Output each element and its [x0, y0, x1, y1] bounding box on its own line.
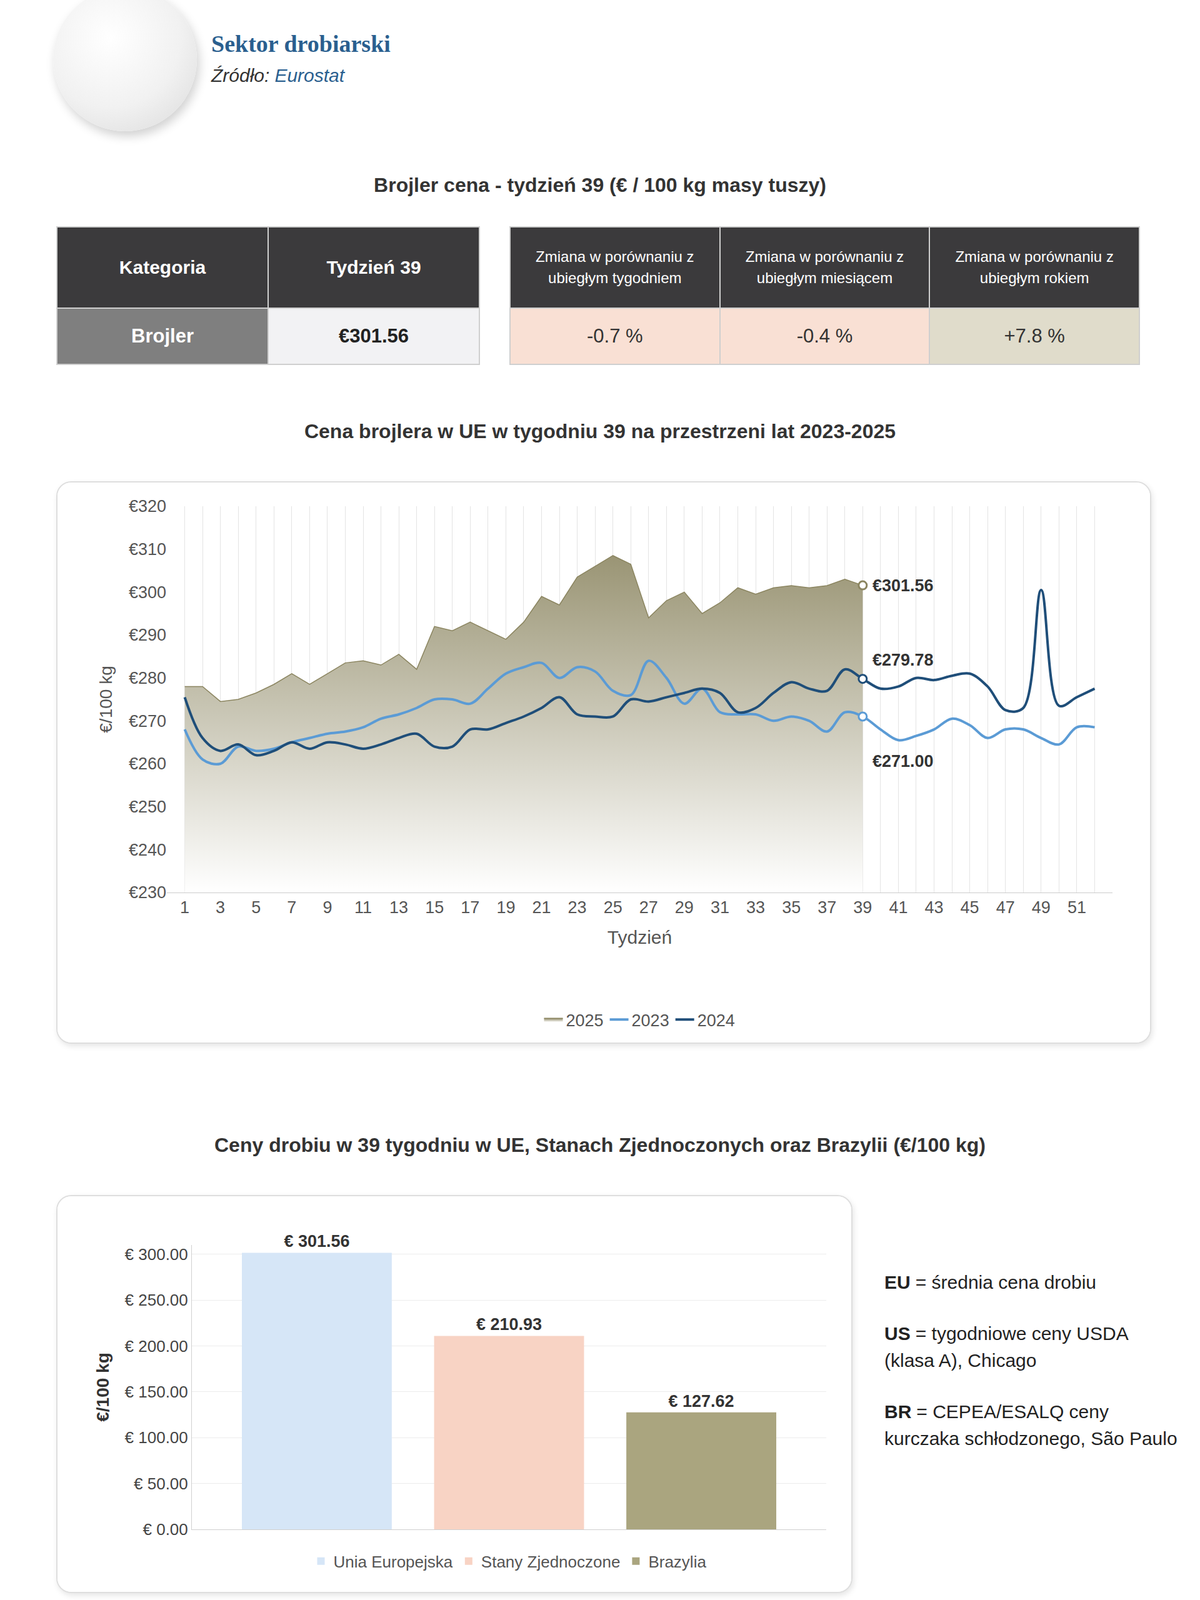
- html-text:-0.4 %: -0.4 %: [796, 325, 853, 347]
- svg-text:€260: €260: [128, 754, 167, 774]
- html-text:+7.8 %: +7.8 %: [1004, 325, 1065, 347]
- svg-text:25: 25: [603, 898, 623, 917]
- svg-text:€ 301.56: € 301.56: [283, 1231, 350, 1251]
- svg-text:39: 39: [853, 898, 872, 917]
- svg-text:€ 300.00: € 300.00: [125, 1245, 189, 1264]
- svg-text:51: 51: [1067, 898, 1087, 917]
- svg-text:€271.00: €271.00: [872, 751, 934, 771]
- html-text:Zmiana w porównaniu z ubiegłym: Zmiana w porównaniu z ubiegłym rokiem: [955, 248, 1114, 287]
- svg-text:5: 5: [251, 898, 261, 917]
- html-text:Ceny drobiu w 39 tygodniu w UE: Ceny drobiu w 39 tygodniu w UE, Stanach …: [214, 1133, 986, 1157]
- svg-text:19: 19: [496, 898, 515, 917]
- html-text:Brojler: Brojler: [131, 325, 194, 347]
- svg-text:2024: 2024: [697, 1011, 735, 1030]
- html-text:Źródło: Eurostat: Źródło: Eurostat: [211, 65, 345, 86]
- svg-text:1: 1: [180, 898, 190, 917]
- svg-text:27: 27: [639, 898, 659, 917]
- svg-text:€ 200.00: € 200.00: [125, 1336, 189, 1356]
- html-text:Tydzień 39: Tydzień 39: [326, 256, 421, 278]
- svg-text:43: 43: [925, 898, 944, 917]
- svg-text:€/100 kg: €/100 kg: [96, 665, 116, 733]
- html-text:€301.56: €301.56: [338, 325, 409, 347]
- svg-text:9: 9: [322, 898, 332, 917]
- svg-text:17: 17: [460, 898, 480, 917]
- html-text:Zmiana w porównaniu z ubiegłym: Zmiana w porównaniu z ubiegłym tygodniem: [535, 248, 695, 287]
- svg-text:35: 35: [781, 898, 801, 917]
- html-text:Cena brojlera w UE w tygodniu: Cena brojlera w UE w tygodniu 39 na prze…: [304, 420, 896, 443]
- svg-text:33: 33: [746, 898, 765, 917]
- svg-text:€290: €290: [128, 625, 167, 645]
- html-text:EU = średnia cena drobiu: EU = średnia cena drobiu: [884, 1271, 1097, 1293]
- svg-text:23: 23: [568, 898, 587, 917]
- svg-text:€320: €320: [128, 496, 167, 516]
- svg-text:€250: €250: [128, 797, 167, 817]
- svg-text:37: 37: [817, 898, 837, 917]
- svg-text:29: 29: [675, 898, 694, 917]
- svg-text:€ 100.00: € 100.00: [125, 1428, 189, 1447]
- svg-text:Unia Europejska: Unia Europejska: [333, 1552, 454, 1572]
- svg-text:€310: €310: [128, 540, 167, 559]
- svg-text:€279.78: €279.78: [872, 650, 934, 670]
- svg-text:45: 45: [960, 898, 980, 917]
- svg-text:Stany Zjednoczone: Stany Zjednoczone: [481, 1552, 621, 1572]
- html-text:BR = CEPEA/ESALQ ceny kurczaka: BR = CEPEA/ESALQ ceny kurczaka schłodzon…: [884, 1400, 1178, 1449]
- svg-text:2023: 2023: [631, 1011, 670, 1030]
- svg-text:€/100 kg: €/100 kg: [93, 1352, 113, 1422]
- svg-text:13: 13: [389, 898, 409, 917]
- svg-text:7: 7: [286, 898, 297, 917]
- svg-text:2025: 2025: [566, 1011, 604, 1030]
- html-text:Sektor drobiarski: Sektor drobiarski: [211, 30, 391, 57]
- svg-text:21: 21: [531, 898, 551, 917]
- svg-text:Tydzień: Tydzień: [607, 926, 672, 948]
- svg-text:€ 0.00: € 0.00: [143, 1520, 189, 1539]
- svg-text:€230: €230: [128, 883, 167, 902]
- svg-text:€ 150.00: € 150.00: [125, 1382, 189, 1402]
- html-text:US = tygodniowe ceny USDA (kla: US = tygodniowe ceny USDA (klasa A), Chi…: [884, 1322, 1128, 1371]
- html-text:Brojler cena - tydzień 39 (€ /: Brojler cena - tydzień 39 (€ / 100 kg ma…: [373, 173, 827, 197]
- svg-text:€301.56: €301.56: [872, 576, 934, 595]
- svg-text:31: 31: [710, 898, 730, 917]
- svg-text:Brazylia: Brazylia: [648, 1552, 707, 1572]
- svg-text:15: 15: [425, 898, 444, 917]
- html-text:-0.7 %: -0.7 %: [586, 325, 643, 347]
- html-text:Zmiana w porównaniu z ubiegłym: Zmiana w porównaniu z ubiegłym miesiącem: [745, 248, 904, 287]
- svg-text:€ 50.00: € 50.00: [133, 1474, 189, 1494]
- svg-text:€280: €280: [128, 668, 167, 688]
- html-text:Kategoria: Kategoria: [119, 256, 206, 278]
- svg-text:€240: €240: [128, 840, 167, 860]
- svg-text:€ 210.93: € 210.93: [476, 1315, 542, 1334]
- svg-text:47: 47: [996, 898, 1015, 917]
- svg-text:€ 127.62: € 127.62: [668, 1391, 735, 1411]
- svg-text:€ 250.00: € 250.00: [125, 1290, 189, 1310]
- svg-text:41: 41: [888, 898, 908, 917]
- svg-text:€270: €270: [128, 711, 167, 731]
- svg-text:11: 11: [354, 898, 372, 917]
- svg-text:€300: €300: [128, 583, 167, 602]
- svg-text:3: 3: [215, 898, 225, 917]
- svg-text:49: 49: [1031, 898, 1051, 917]
